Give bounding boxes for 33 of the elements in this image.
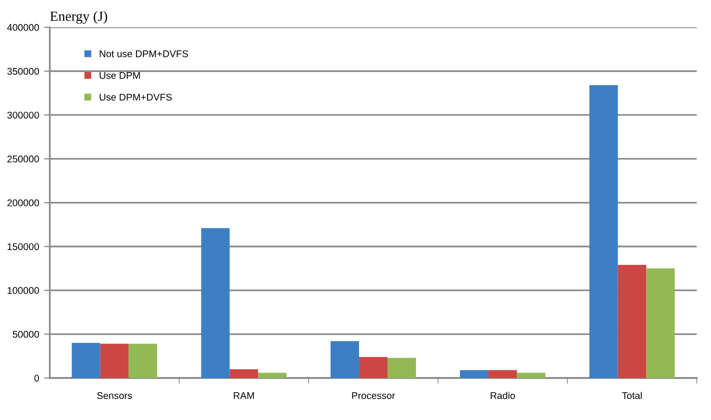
- y-tick-label: 50000: [12, 330, 39, 338]
- bar: [230, 369, 258, 378]
- x-tick-label: RAM: [234, 392, 254, 399]
- bar: [618, 264, 646, 378]
- x-tick-label: Radio: [490, 392, 515, 400]
- y-tick-label: 250000: [7, 156, 39, 162]
- x-tick-label: Total: [622, 392, 642, 400]
- legend-label: Not use DPM+DVFS: [100, 50, 188, 58]
- y-axis-title: Energy (J): [50, 11, 108, 24]
- x-tick-label: Processor: [352, 392, 395, 400]
- legend-label: Use DPM+DVFS: [100, 94, 172, 101]
- y-tick-label: 0: [34, 374, 39, 382]
- bar: [460, 370, 488, 378]
- x-tick-label: Sensors: [97, 392, 132, 400]
- bar: [128, 344, 158, 378]
- bar: [201, 228, 230, 378]
- y-tick-label: 100000: [8, 287, 39, 294]
- y-tick-label: 200000: [7, 199, 39, 206]
- bar: [72, 342, 100, 378]
- bar: [258, 372, 287, 378]
- y-tick-label: 400000: [7, 24, 39, 31]
- bar: [589, 85, 618, 378]
- bar: [488, 370, 517, 378]
- bar: [359, 356, 388, 378]
- bar: [646, 268, 675, 378]
- bar: [100, 344, 129, 378]
- y-tick-label: 150000: [8, 243, 39, 250]
- bar: [388, 358, 416, 378]
- y-tick-label: 350000: [7, 68, 39, 75]
- legend-label: Use DPM: [100, 72, 140, 79]
- bar: [330, 341, 360, 378]
- bar: [516, 372, 546, 378]
- y-tick-label: 300000: [7, 112, 39, 119]
